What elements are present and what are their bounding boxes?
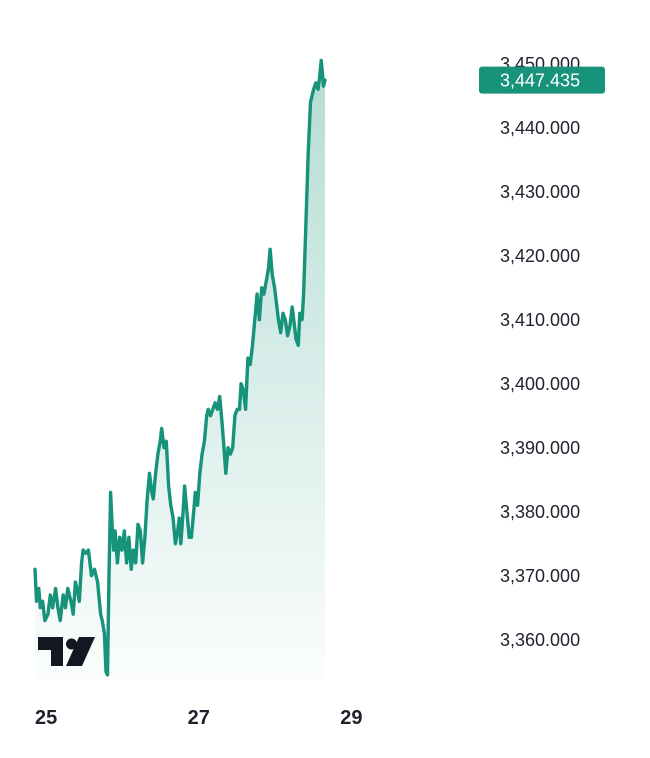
y-tick-label: 3,390.000: [500, 438, 580, 458]
y-axis: 3,360.000 3,370.000 3,380.000 3,390.000 3,40…: [500, 54, 580, 650]
tradingview-logo-dot: [66, 638, 77, 650]
y-tick-label: 3,410.000: [500, 310, 580, 330]
y-tick-label: 3,420.000: [500, 246, 580, 266]
y-tick-label: 3,430.000: [500, 182, 580, 202]
y-tick-label: 3,380.000: [500, 502, 580, 522]
last-price-badge-bg: [479, 66, 605, 94]
last-price-badge: 3,447.435: [479, 66, 605, 94]
tradingview-logo-t: [38, 637, 63, 666]
x-tick-label: 25: [35, 707, 57, 729]
tradingview-logo: [38, 637, 95, 666]
y-tick-label: 3,370.000: [500, 566, 580, 586]
tradingview-logo-v: [66, 637, 95, 666]
price-area-fill: [35, 60, 325, 680]
y-tick-label: 3,360.000: [500, 630, 580, 650]
x-tick-label: 29: [340, 707, 362, 729]
x-axis: 25 27 29: [35, 707, 363, 729]
y-tick-label: 3,440.000: [500, 118, 580, 138]
price-line: [33, 58, 327, 677]
last-price-label: 3,447.435: [500, 71, 580, 91]
y-tick-label: 3,400.000: [500, 374, 580, 394]
x-tick-label: 27: [188, 707, 210, 729]
